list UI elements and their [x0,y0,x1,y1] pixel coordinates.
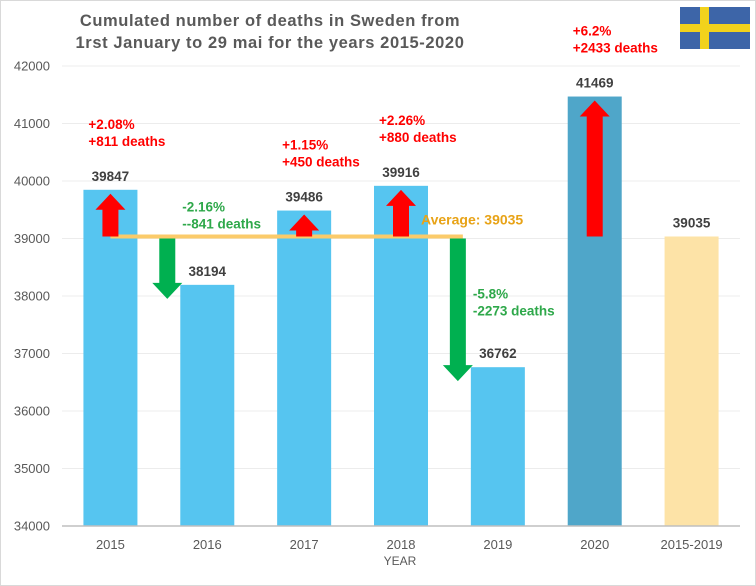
y-tick-label: 36000 [14,404,50,419]
y-tick-label: 34000 [14,519,50,534]
value-label-2019: 36762 [479,346,517,361]
bar-2015 [83,189,138,527]
annotation-2019: -5.8% [473,286,508,301]
annotation-2019: -2273 deaths [473,303,555,318]
x-axis-ticks: 2015 2016 2017 2018 2019 2020 2015-2019 [96,537,723,552]
arrow-down-icon [152,238,183,299]
bar-2016 [180,284,235,526]
x-tick-label: 2019 [483,537,512,552]
arrow-up-icon [386,189,416,237]
annotation-2015: +2.08% [88,117,134,132]
annotation-2017: +1.15% [282,138,328,153]
value-label-2017: 39486 [285,190,323,205]
y-tick-label: 42000 [14,59,50,74]
arrow-down-icon [442,238,473,382]
annotation-2017: +450 deaths [282,155,360,170]
average-label: Average: 39035 [421,211,523,227]
bar-2017 [277,210,332,526]
annotation-2020: +6.2% [573,24,612,39]
value-label-2016: 38194 [189,264,227,279]
x-tick-label: 2015 [96,537,125,552]
sweden-flag-icon [680,7,750,49]
value-label-2015-2019: 39035 [673,215,711,230]
value-label-2015: 39847 [92,169,130,184]
bar-2015-2019 [664,236,719,527]
x-tick-label: 2018 [387,537,416,552]
x-tick-label: 2016 [193,537,222,552]
annotations: +2.08% +811 deaths -2.16% --841 deaths +1.15… [88,24,657,319]
y-axis-ticks: 34000 35000 36000 37000 38000 39000 40000 41000… [14,59,50,534]
annotation-2018: +880 deaths [379,130,457,145]
bar-2018 [374,185,428,526]
arrow-up-icon [289,214,320,237]
flag-cross-horizontal [680,24,750,32]
value-label-2018: 39916 [382,165,420,180]
bars [83,96,719,527]
y-tick-label: 40000 [14,174,50,189]
chart-title-line-2: 1rst January to 29 mai for the years 201… [76,34,465,52]
chart-title-line-1: Cumulated number of deaths in Sweden fro… [80,12,460,30]
annotation-2015: +811 deaths [88,134,165,149]
annotation-2018: +2.26% [379,113,425,128]
x-tick-label: 2017 [290,537,319,552]
annotation-2016: -2.16% [182,199,225,214]
bar-2019 [470,367,525,526]
y-tick-label: 38000 [14,289,50,304]
arrows [95,100,610,382]
arrow-up-icon [579,100,610,237]
x-tick-label: 2015-2019 [660,537,722,552]
x-axis-title: YEAR [384,554,417,568]
y-tick-label: 35000 [14,461,50,476]
y-tick-label: 41000 [14,116,50,131]
x-tick-label: 2020 [580,537,609,552]
value-label-2020: 41469 [576,76,614,91]
value-labels: 39847 38194 39486 39916 36762 41469 39035 [92,76,711,362]
y-tick-label: 37000 [14,346,50,361]
arrow-up-icon [95,193,126,237]
annotation-2020: +2433 deaths [573,41,658,56]
y-tick-label: 39000 [14,231,50,246]
annotation-2016: --841 deaths [182,216,261,231]
